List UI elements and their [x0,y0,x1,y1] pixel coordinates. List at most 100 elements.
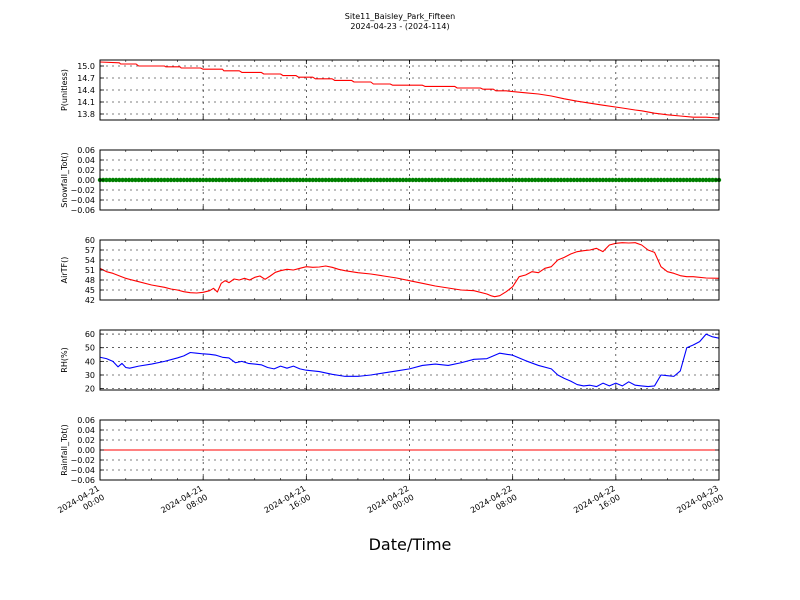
snowfall-point [520,177,525,183]
snowfall-point [523,177,528,183]
snowfall-point [252,177,257,183]
snowfall-point [217,177,222,183]
snowfall-point [691,177,696,183]
x-axis-label: Date/Time [369,535,452,554]
pressure-y-tick-label: 14.7 [77,74,95,83]
snowfall-point [229,177,235,183]
snowfall-point [597,177,602,183]
snowfall-point [581,177,586,183]
snowfall-y-tick-label: 0.04 [77,156,95,165]
snowfall-point [117,177,122,183]
snowfall-point [155,177,161,183]
snowfall-point [165,177,170,183]
snowfall-point [239,177,245,183]
pressure-y-axis-label: P(unitless) [60,69,69,111]
snowfall-point [632,177,638,183]
pressure-y-tick-label: 14.1 [77,98,95,107]
snowfall-point [539,177,544,183]
snowfall-point [249,177,254,183]
snowfall-point [236,177,241,183]
snowfall-point [297,177,303,183]
snowfall-point [603,177,609,183]
snowfall-point [610,177,615,183]
snowfall-point [213,177,219,183]
snowfall-point [104,177,109,183]
snowfall-point [697,177,702,183]
snowfall-point [645,177,651,183]
snowfall-point [629,177,635,183]
snowfall-point [362,177,367,183]
snowfall-point [471,177,477,183]
rainfall-y-tick-label: −0.06 [70,476,95,485]
rainfall-y-tick-label: 0.04 [77,426,95,435]
snowfall-point [387,177,393,183]
snowfall-y-tick-label: 0.02 [77,166,95,175]
snowfall-point [146,177,151,183]
snowfall-point [594,177,599,183]
rh-y-tick-label: 30 [85,371,95,380]
snowfall-y-tick-label: −0.04 [70,196,95,205]
snowfall-point [526,177,531,183]
snowfall-point [449,177,454,183]
snowfall-point [181,177,187,183]
snowfall-point [352,177,357,183]
rainfall-y-axis-label: Rainfall_Tot() [60,424,69,476]
snowfall-panel: 0.060.040.020.00−0.02−0.04−0.06Snowfall_… [60,146,722,215]
snowfall-point [616,177,622,183]
snowfall-point [642,177,648,183]
snowfall-point [542,177,548,183]
snowfall-point [110,177,116,183]
x-tick-labels: 2024-04-2100:00 2024-04-2108:00 2024-04-21… [56,484,725,515]
snowfall-point [407,177,412,183]
rh-y-tick-label: 20 [85,385,95,394]
snowfall-point [329,177,335,183]
snowfall-point [462,177,467,183]
snowfall-point [262,177,267,183]
snowfall-point [323,177,328,183]
snowfall-point [355,177,361,183]
snowfall-point [510,177,515,183]
snowfall-point [333,177,338,183]
snowfall-point [652,177,657,183]
snowfall-point [452,177,457,183]
snowfall-point [368,177,374,183]
snowfall-point [410,177,415,183]
snowfall-point [394,177,399,183]
snowfall-point [133,177,138,183]
snowfall-point [320,177,325,183]
snowfall-point [445,177,451,183]
snowfall-point [681,177,686,183]
snowfall-point [529,177,535,183]
rainfall-y-tick-label: 0.00 [77,446,95,455]
snowfall-point [465,177,470,183]
rh-y-tick-label: 50 [85,344,95,353]
snowfall-point [307,177,312,183]
snowfall-point [281,177,286,183]
snowfall-point [242,177,248,183]
rainfall-y-tick-label: 0.02 [77,436,95,445]
snowfall-point [342,177,348,183]
snowfall-point [162,177,167,183]
snowfall-point [178,177,183,183]
snowfall-point [126,177,132,183]
snowfall-point [349,177,354,183]
snowfall-point [381,177,386,183]
pressure-y-tick-label: 14.4 [77,86,95,95]
snowfall-point [420,177,425,183]
snowfall-point [149,177,154,183]
snowfall-point [455,177,461,183]
snowfall-point [429,177,435,183]
snowfall-point [600,177,606,183]
snowfall-point [107,177,112,183]
snowfall-y-axis-label: Snowfall_Tot() [60,152,69,208]
snowfall-point [436,177,441,183]
snowfall-point [549,177,554,183]
snowfall-point [284,177,290,183]
snowfall-point [710,177,715,183]
snowfall-point [504,177,509,183]
rainfall-y-tick-label: 0.06 [77,416,95,425]
snowfall-point [678,177,683,183]
pressure-y-tick-label: 13.8 [77,110,95,119]
snowfall-y-tick-label: 0.06 [77,146,95,155]
